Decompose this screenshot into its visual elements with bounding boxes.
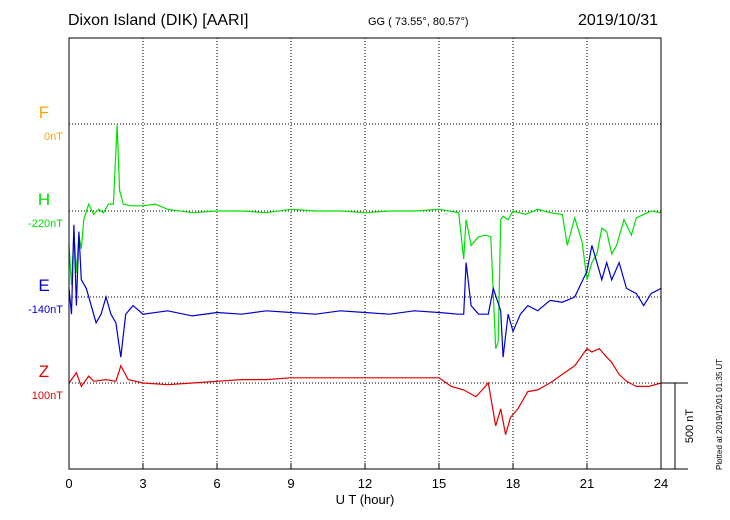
chart-date: 2019/10/31: [578, 12, 659, 29]
series-name-H: H: [38, 190, 50, 209]
x-tick-label-12: 12: [358, 476, 372, 491]
series-baseline-H: -220nT: [28, 218, 63, 230]
x-axis-label: U T (hour): [336, 492, 395, 507]
station-coordinates: GG ( 73.55°, 80.57°): [368, 16, 469, 28]
series-line-E: [68, 224, 662, 358]
x-tick-label-21: 21: [580, 476, 594, 491]
series-baseline-E: -140nT: [28, 304, 63, 316]
x-tick-label-9: 9: [287, 476, 294, 491]
series-lines: [68, 124, 662, 435]
grid: [69, 38, 661, 469]
series-baseline-F: 0nT: [44, 131, 63, 143]
x-tick-label-15: 15: [432, 476, 446, 491]
scale-bar: 500 nT: [661, 382, 696, 470]
series-name-F: F: [39, 103, 49, 122]
series-labels: F 0nT H -220nT E -140nT Z 100nT: [28, 103, 63, 402]
x-axis: 0 3 6 9 12 15 18 21 24 U T (hour): [65, 463, 668, 507]
station-title: Dixon Island (DIK) [AARI]: [68, 12, 249, 29]
x-tick-label-6: 6: [213, 476, 220, 491]
series-line-H: [68, 124, 662, 349]
x-tick-label-3: 3: [139, 476, 146, 491]
scale-bar-label: 500 nT: [684, 409, 696, 444]
x-tick-label-24: 24: [654, 476, 668, 491]
x-tick-label-0: 0: [65, 476, 72, 491]
series-baseline-Z: 100nT: [32, 390, 63, 402]
series-name-E: E: [38, 276, 49, 295]
series-line-Z: [68, 347, 662, 435]
series-name-Z: Z: [39, 362, 49, 381]
x-tick-label-18: 18: [506, 476, 520, 491]
